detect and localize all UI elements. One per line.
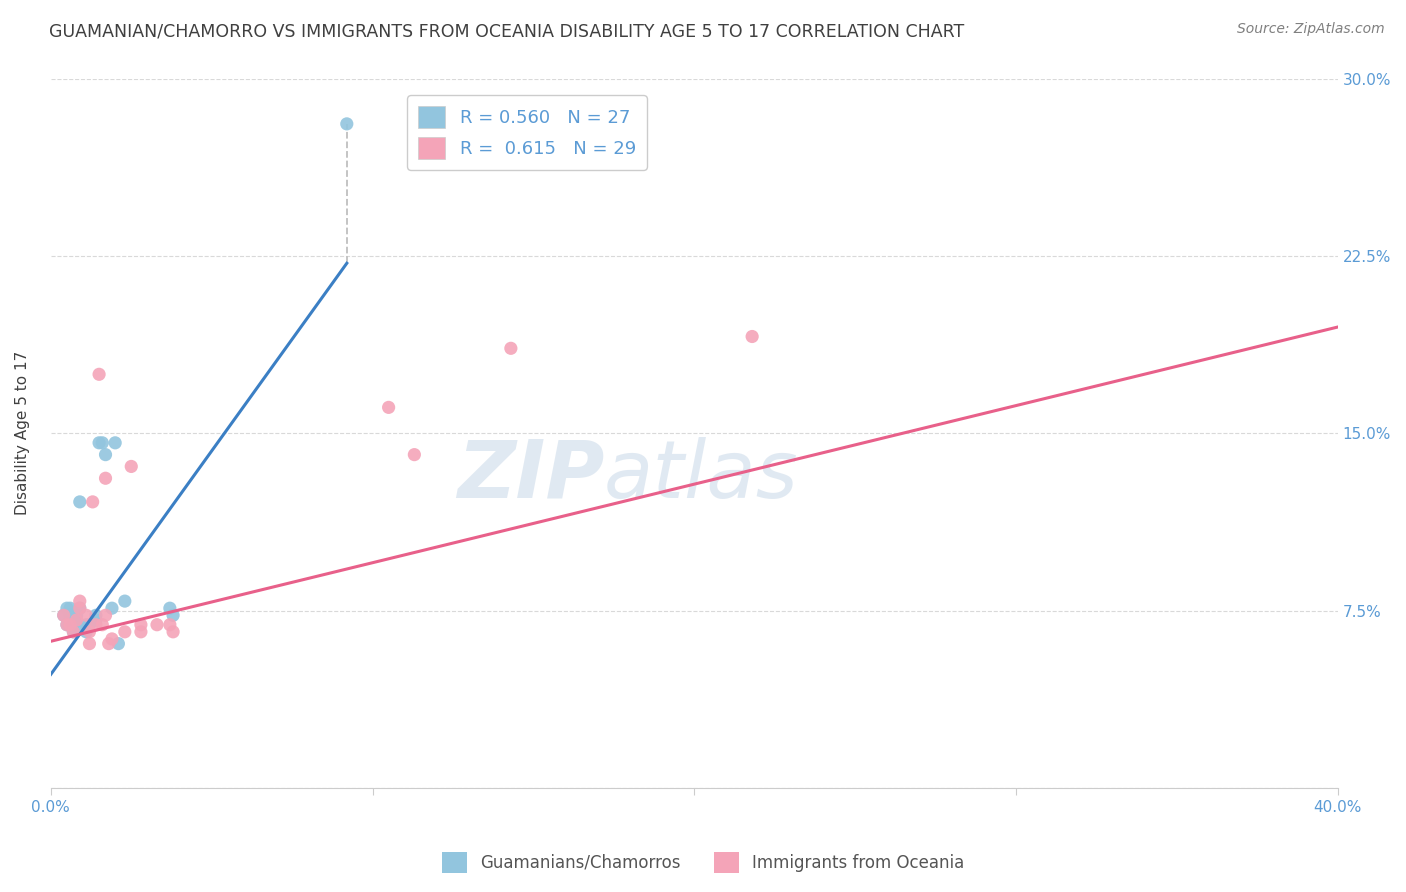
Point	[56, 601, 79, 615]
Point	[59, 617, 82, 632]
Point	[87, 368, 110, 382]
Point	[62, 617, 84, 632]
Point	[404, 448, 426, 462]
Point	[107, 637, 129, 651]
Point	[56, 617, 79, 632]
Point	[101, 632, 124, 646]
Point	[69, 601, 91, 615]
Point	[75, 624, 97, 639]
Point	[62, 624, 84, 639]
Point	[129, 624, 152, 639]
Point	[499, 341, 522, 355]
Point	[336, 117, 359, 131]
Point	[97, 637, 120, 651]
Point	[101, 601, 124, 615]
Text: ZIP: ZIP	[457, 437, 605, 515]
Point	[84, 613, 107, 627]
Point	[52, 608, 75, 623]
Point	[377, 401, 399, 415]
Point	[65, 613, 87, 627]
Text: Source: ZipAtlas.com: Source: ZipAtlas.com	[1237, 22, 1385, 37]
Point	[84, 617, 107, 632]
Point	[114, 624, 136, 639]
Point	[82, 495, 104, 509]
Point	[94, 448, 117, 462]
Point	[62, 613, 84, 627]
Point	[162, 608, 184, 623]
Point	[146, 617, 169, 632]
Point	[120, 459, 142, 474]
Point	[159, 601, 181, 615]
Y-axis label: Disability Age 5 to 17: Disability Age 5 to 17	[15, 351, 30, 516]
Point	[65, 617, 87, 632]
Text: atlas: atlas	[605, 437, 799, 515]
Point	[91, 435, 114, 450]
Point	[65, 608, 87, 623]
Point	[75, 617, 97, 632]
Point	[84, 608, 107, 623]
Point	[59, 608, 82, 623]
Point	[69, 594, 91, 608]
Point	[69, 601, 91, 615]
Point	[79, 617, 101, 632]
Point	[79, 624, 101, 639]
Point	[69, 495, 91, 509]
Point	[159, 617, 181, 632]
Point	[56, 617, 79, 632]
Point	[94, 608, 117, 623]
Point	[52, 608, 75, 623]
Point	[162, 624, 184, 639]
Point	[87, 435, 110, 450]
Point	[104, 435, 127, 450]
Point	[741, 329, 763, 343]
Point	[91, 617, 114, 632]
Legend: Guamanians/Chamorros, Immigrants from Oceania: Guamanians/Chamorros, Immigrants from Oc…	[434, 846, 972, 880]
Point	[129, 617, 152, 632]
Point	[79, 637, 101, 651]
Point	[94, 471, 117, 485]
Point	[59, 601, 82, 615]
Point	[62, 624, 84, 639]
Point	[75, 608, 97, 623]
Legend: R = 0.560   N = 27, R =  0.615   N = 29: R = 0.560 N = 27, R = 0.615 N = 29	[408, 95, 647, 169]
Point	[114, 594, 136, 608]
Text: GUAMANIAN/CHAMORRO VS IMMIGRANTS FROM OCEANIA DISABILITY AGE 5 TO 17 CORRELATION: GUAMANIAN/CHAMORRO VS IMMIGRANTS FROM OC…	[49, 22, 965, 40]
